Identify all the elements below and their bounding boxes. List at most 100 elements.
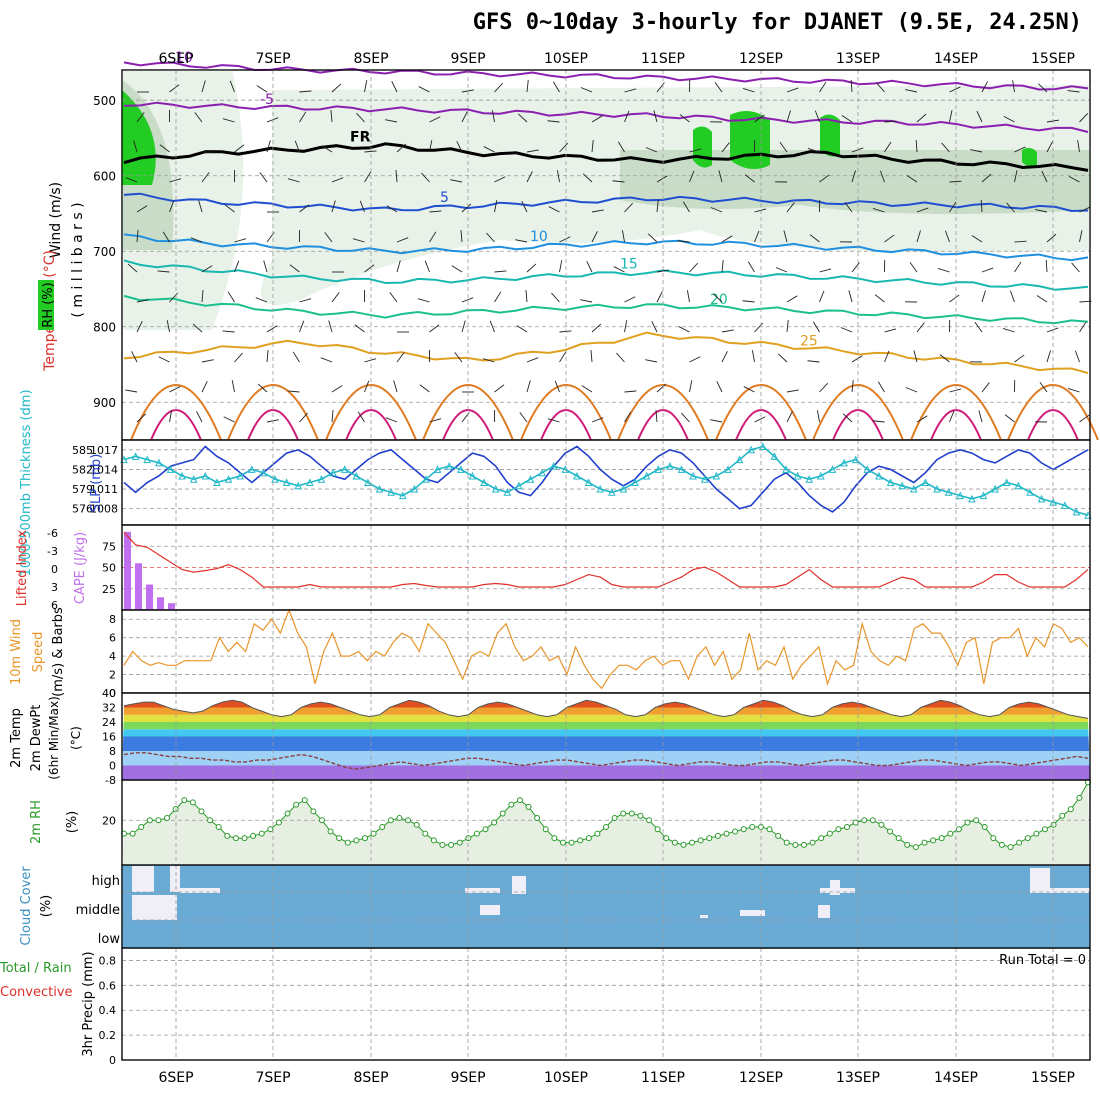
rh2m-point: [913, 845, 918, 850]
cloud-clear-cell: [132, 866, 154, 892]
temp-tick-label: 0: [109, 760, 116, 773]
rh2m-point: [543, 827, 548, 832]
precip-tick-label: 0.6: [99, 979, 117, 992]
temp-band: [122, 766, 1090, 781]
rh2m-point: [638, 813, 643, 818]
cape-bar: [146, 585, 153, 611]
dewpt-label: 2m DewPt: [29, 705, 44, 772]
rh2m-point: [165, 816, 170, 821]
rh2m-point: [595, 831, 600, 836]
temp-band: [122, 722, 1090, 729]
rh2m-point: [156, 818, 161, 823]
precip-tick-label: 0: [109, 1054, 116, 1067]
rh2m-tick-label: 20: [102, 814, 116, 827]
rh2m-point: [982, 824, 987, 829]
rh2m-point: [526, 804, 531, 809]
wind10-label: 10m Wind: [9, 619, 24, 685]
top-date-label: 15SEP: [1031, 51, 1075, 67]
rh2m-point: [888, 829, 893, 834]
isotherm-label: 5: [440, 190, 449, 206]
rh2m-point: [767, 827, 772, 832]
rh2m-point: [784, 840, 789, 845]
temp-band: [122, 751, 1090, 766]
rh2m-point: [1060, 813, 1065, 818]
rh2m-point: [629, 811, 634, 816]
rh2m-point: [965, 820, 970, 825]
cloud-clear-cell: [818, 905, 830, 918]
rh2m-point: [268, 827, 273, 832]
barbs-label: (m/s) & Barbs: [51, 607, 66, 697]
rh-label: RH (%): [41, 282, 56, 327]
bottom-date-label: 13SEP: [836, 1070, 880, 1086]
rh2m-point: [939, 836, 944, 841]
temp-tick-label: 32: [102, 702, 116, 715]
rh2m-point: [500, 811, 505, 816]
rh2m-point: [242, 836, 247, 841]
rh2m-point: [741, 827, 746, 832]
rh2m-point: [397, 816, 402, 821]
li-tick-label: -6: [47, 527, 58, 540]
rh2m-point: [535, 816, 540, 821]
bottom-date-label: 15SEP: [1031, 1070, 1075, 1086]
temp-band: [122, 737, 1090, 752]
wind-tick-label: 6: [109, 632, 116, 645]
bottom-date-label: 6SEP: [158, 1070, 193, 1086]
rh2m-point: [991, 836, 996, 841]
rh2m-point: [492, 820, 497, 825]
precip-label: 3hr Precip (mm): [81, 951, 96, 1056]
rh2m-point: [724, 831, 729, 836]
wind-tick-label: 8: [109, 613, 116, 626]
rh2m-point: [733, 829, 738, 834]
rh2m-point: [655, 827, 660, 832]
rh2m-point: [440, 842, 445, 847]
rh2m-point: [388, 818, 393, 823]
rh2m-point: [363, 836, 368, 841]
cape-tick-label: 50: [102, 562, 116, 575]
rh2m-point: [423, 831, 428, 836]
bottom-date-label: 12SEP: [739, 1070, 783, 1086]
minmax-label: (6hr Min/Max): [47, 696, 61, 780]
rh2m-point: [414, 822, 419, 827]
rh2m-label: 2m RH: [29, 800, 44, 844]
rh2m-point: [604, 824, 609, 829]
cape-bar: [157, 597, 164, 610]
temp-tick-label: -8: [105, 774, 116, 787]
bottom-date-label: 11SEP: [641, 1070, 685, 1086]
bottom-date-label: 8SEP: [353, 1070, 388, 1086]
bottom-date-label: 10SEP: [544, 1070, 588, 1086]
isotherm-label: 25: [800, 333, 818, 349]
cape-bar: [135, 563, 142, 610]
cloud-clear-cell: [480, 905, 500, 915]
rh2m-point: [1034, 831, 1039, 836]
cloud-clear-cell: [830, 880, 840, 895]
cape-tick-label: 75: [102, 540, 116, 553]
rh2m-point: [147, 818, 152, 823]
rh2m-point: [328, 829, 333, 834]
top-date-label: 10SEP: [544, 51, 588, 67]
rh2m-point: [182, 798, 187, 803]
rh2m-point: [509, 802, 514, 807]
top-date-label: 11SEP: [641, 51, 685, 67]
rh2m-point: [190, 800, 195, 805]
convective-label: Convective: [0, 985, 73, 1000]
cloud-clear-cell: [1030, 868, 1050, 893]
rh2m-point: [672, 840, 677, 845]
rh2m-point: [776, 833, 781, 838]
temp-band: [122, 715, 1090, 722]
rh2m-point: [793, 842, 798, 847]
rh2m-point: [870, 818, 875, 823]
cloud-label: Cloud Cover: [19, 866, 34, 946]
rh2m-point: [406, 818, 411, 823]
rh2m-point: [664, 836, 669, 841]
isotherm-label: 20: [710, 292, 728, 308]
cloud-level-label: middle: [76, 903, 120, 918]
li-tick-label: 0: [51, 563, 58, 576]
rh2m-point: [862, 818, 867, 823]
rh2m-point: [1068, 807, 1073, 812]
top-date-label: 14SEP: [934, 51, 978, 67]
rh2m-point: [948, 831, 953, 836]
rh2m-point: [1077, 795, 1082, 800]
li-tick-label: -3: [47, 545, 58, 558]
rh2m-point: [1042, 827, 1047, 832]
